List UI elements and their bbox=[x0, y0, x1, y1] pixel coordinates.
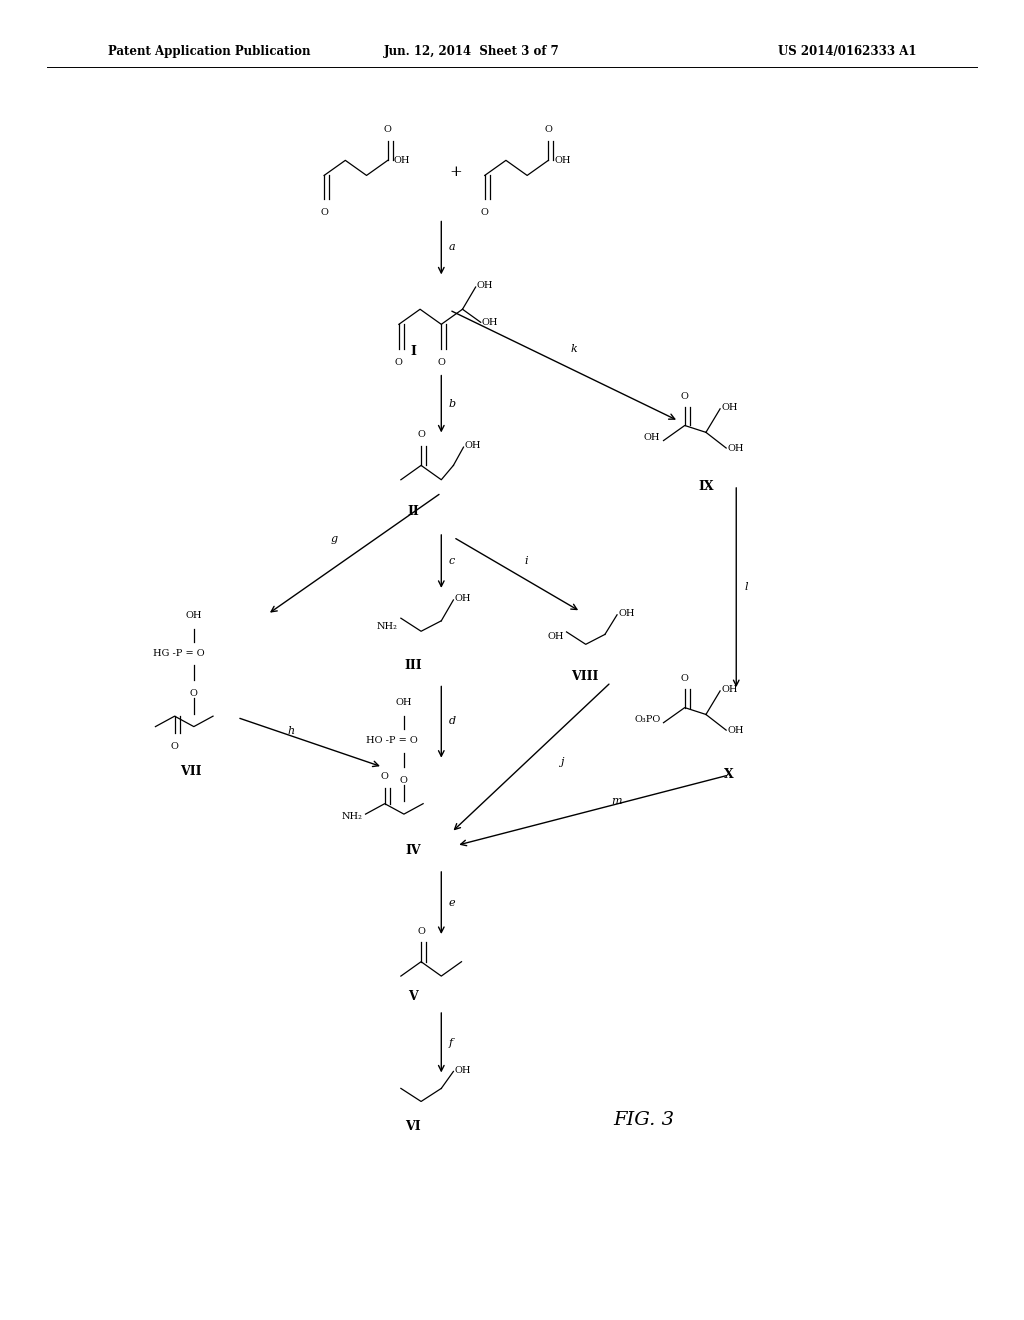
Text: OH: OH bbox=[465, 441, 481, 450]
Text: OH: OH bbox=[547, 632, 563, 642]
Text: O₃PO: O₃PO bbox=[634, 715, 660, 725]
Text: b: b bbox=[449, 399, 456, 409]
Text: O: O bbox=[400, 776, 408, 785]
Text: m: m bbox=[611, 796, 622, 807]
Text: III: III bbox=[404, 659, 422, 672]
Text: Jun. 12, 2014  Sheet 3 of 7: Jun. 12, 2014 Sheet 3 of 7 bbox=[384, 45, 559, 58]
Text: O: O bbox=[681, 392, 689, 401]
Text: OH: OH bbox=[721, 403, 737, 412]
Text: NH₂: NH₂ bbox=[342, 812, 362, 821]
Text: O: O bbox=[545, 125, 552, 135]
Text: US 2014/0162333 A1: US 2014/0162333 A1 bbox=[777, 45, 916, 58]
Text: VIII: VIII bbox=[571, 671, 598, 684]
Text: HO -P = O: HO -P = O bbox=[366, 737, 418, 746]
Text: NH₂: NH₂ bbox=[377, 622, 398, 631]
Text: VII: VII bbox=[180, 764, 202, 777]
Text: OH: OH bbox=[394, 156, 411, 165]
Text: OH: OH bbox=[455, 594, 471, 603]
Text: i: i bbox=[524, 556, 527, 566]
Text: HG -P = O: HG -P = O bbox=[154, 649, 205, 657]
Text: II: II bbox=[408, 504, 419, 517]
Text: OH: OH bbox=[481, 318, 499, 327]
Text: OH: OH bbox=[644, 433, 660, 442]
Text: OH: OH bbox=[721, 685, 737, 694]
Text: e: e bbox=[449, 898, 455, 908]
Text: OH: OH bbox=[618, 609, 635, 618]
Text: Patent Application Publication: Patent Application Publication bbox=[108, 45, 310, 58]
Text: OH: OH bbox=[476, 281, 494, 290]
Text: I: I bbox=[410, 346, 416, 358]
Text: OH: OH bbox=[554, 156, 571, 165]
Text: O: O bbox=[417, 927, 425, 936]
Text: OH: OH bbox=[395, 698, 413, 708]
Text: OH: OH bbox=[185, 611, 202, 619]
Text: OH: OH bbox=[727, 444, 743, 453]
Text: IV: IV bbox=[406, 845, 421, 857]
Text: OH: OH bbox=[455, 1065, 471, 1074]
Text: O: O bbox=[481, 209, 488, 216]
Text: O: O bbox=[171, 742, 178, 751]
Text: X: X bbox=[724, 768, 734, 781]
Text: +: + bbox=[450, 165, 462, 178]
Text: VI: VI bbox=[406, 1119, 421, 1133]
Text: O: O bbox=[384, 125, 392, 135]
Text: l: l bbox=[744, 582, 748, 591]
Text: O: O bbox=[681, 673, 689, 682]
Text: j: j bbox=[560, 756, 564, 767]
Text: d: d bbox=[449, 717, 456, 726]
Text: k: k bbox=[570, 345, 578, 354]
Text: OH: OH bbox=[727, 726, 743, 735]
Text: h: h bbox=[288, 726, 295, 735]
Text: O: O bbox=[437, 358, 445, 367]
Text: O: O bbox=[321, 209, 328, 216]
Text: a: a bbox=[449, 243, 455, 252]
Text: O: O bbox=[417, 430, 425, 440]
Text: O: O bbox=[189, 689, 198, 698]
Text: c: c bbox=[449, 556, 455, 566]
Text: IX: IX bbox=[698, 479, 714, 492]
Text: g: g bbox=[330, 533, 337, 544]
Text: FIG. 3: FIG. 3 bbox=[613, 1110, 674, 1129]
Text: f: f bbox=[449, 1038, 453, 1048]
Text: V: V bbox=[409, 990, 418, 1003]
Text: O: O bbox=[395, 358, 402, 367]
Text: O: O bbox=[381, 772, 389, 781]
